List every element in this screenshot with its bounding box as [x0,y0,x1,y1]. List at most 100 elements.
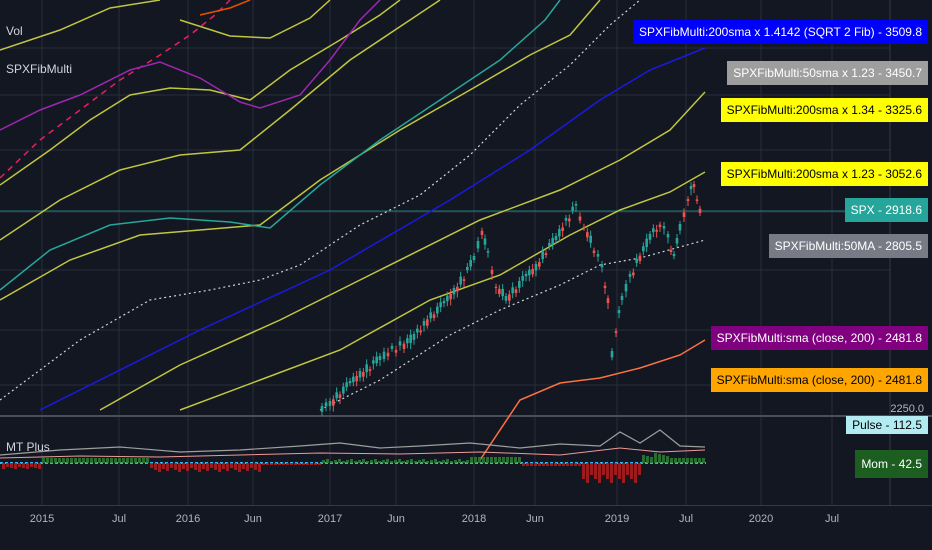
mom-bar [630,463,633,479]
mom-bar [226,463,229,471]
price-label-sma200-orange: SPXFibMulti:sma (close, 200) - 2481.8 [710,368,928,392]
candle-body [338,394,342,398]
candle-body [698,208,702,213]
mom-bar [350,459,353,463]
mom-bar [478,457,481,463]
mom-bar [554,463,557,466]
candle-body [592,250,596,253]
price-label-200sma-1-23: SPXFibMulti:200sma x 1.23 - 3052.6 [720,162,928,186]
mom-bar [618,463,621,479]
candle-body [548,243,551,247]
candle-body [571,206,574,211]
mom-bar [234,463,237,470]
candle-body [600,264,604,268]
candle-body [655,229,658,232]
mom-bar [486,457,489,463]
mom-bar [14,463,17,469]
candle-body [345,382,348,388]
mom-bar [602,463,605,475]
mom-bar [86,458,89,463]
candle-body [544,253,548,255]
legend-sub[interactable]: MT Plus [6,440,50,454]
candle-body [675,238,679,244]
mom-bar [626,463,629,475]
candle-body [658,224,662,227]
mom-bar [242,463,245,469]
candle-body [692,184,696,187]
mom-bar [382,460,385,463]
band-line-purple [0,0,381,131]
mom-bar [130,458,133,463]
x-tick: Jul [678,513,694,525]
candle-body [335,392,338,399]
mom-bar [170,463,173,468]
mom-bar [166,463,169,471]
candle-body [554,236,558,240]
mom-bar [154,463,157,470]
price-label-50sma-1-23: SPXFibMulti:50sma x 1.23 - 3450.7 [727,61,928,85]
candle-body [498,288,501,294]
mom-bar [186,463,189,471]
mom-bar [254,463,257,470]
mom-bar [146,458,149,463]
candle-body [632,272,635,276]
candle-body [476,241,480,249]
x-tick: Jun [244,513,262,525]
band-line-olive-top2 [179,0,331,39]
mom-bar [162,463,165,469]
price-label-spx: SPX - 2918.6 [844,198,928,222]
candle-body [419,330,422,333]
mom-bar [114,458,117,463]
mom-bar [58,458,61,463]
mom-bar [522,463,525,466]
band-line-olive-5 [179,171,706,411]
mom-bar [414,461,417,463]
mom-bar [302,463,305,465]
mom-bar [674,458,677,463]
mom-bar [530,463,533,466]
mom-bar [70,458,73,463]
candle-body [348,381,352,384]
mom-bar [362,459,365,463]
band-line-orange-200sma [479,339,706,461]
candle-body [459,276,462,285]
candle-body [390,346,394,349]
mom-bar [194,463,197,470]
candle-body [672,254,676,257]
mom-bar [26,463,29,469]
mom-bar [470,457,473,463]
mom-bar [406,460,409,463]
x-tick: Jun [387,513,405,525]
mom-bar [378,461,381,463]
mom-bar [562,463,565,466]
x-tick: 2020 [748,513,774,525]
mom-bar [410,459,413,463]
legend-study[interactable]: SPXFibMulti [6,62,73,76]
legend-vol[interactable]: Vol [6,24,23,38]
mom-bar [294,463,297,465]
mom-bar [494,457,497,463]
candle-body [589,235,592,243]
mom-bar [46,458,49,463]
mom-bar [702,458,705,463]
candle-body [436,306,439,314]
mom-bar [506,457,509,463]
band-line-olive-3 [0,0,601,301]
candle-body [480,230,484,235]
candle-body [620,296,624,300]
candle-body [490,270,494,274]
mom-bar [34,463,37,468]
candle-body [426,319,429,326]
mom-bar [22,463,25,468]
mom-bar [646,456,649,463]
mom-bar [582,463,585,479]
candle-body [610,351,614,358]
mom-bar [262,463,265,465]
mom-bar [218,463,221,472]
mom-bar [446,459,449,463]
band-line-olive-mid [0,0,401,186]
candle-body [456,286,459,292]
mom-bar [682,458,685,463]
mom-bar [590,463,593,475]
mom-bar [450,461,453,463]
